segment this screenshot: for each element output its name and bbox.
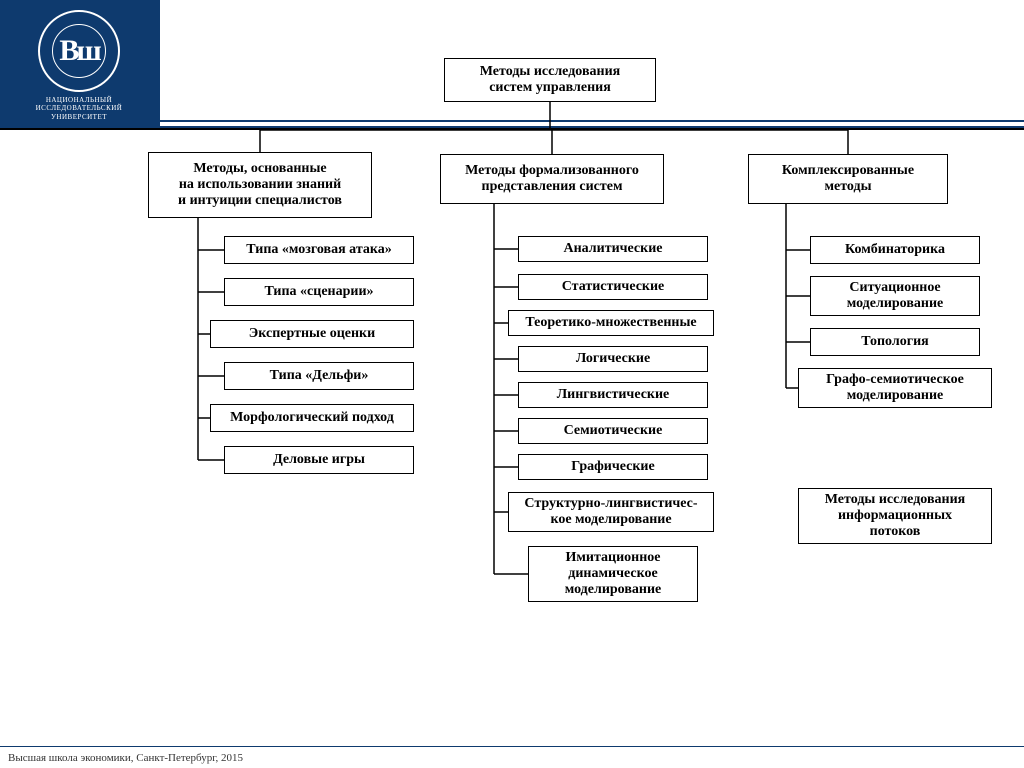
node-b3c4: Графо-семиотическоемоделирование xyxy=(798,368,992,408)
node-b2c5: Лингвистические xyxy=(518,382,708,408)
node-b2c8: Структурно-лингвистичес-кое моделировани… xyxy=(508,492,714,532)
footer-text: Высшая школа экономики, Санкт-Петербург,… xyxy=(8,752,243,764)
node-b3c1: Комбинаторика xyxy=(810,236,980,264)
node-b1c6: Деловые игры xyxy=(224,446,414,474)
node-b2c3: Теоретико-множественные xyxy=(508,310,714,336)
node-b1: Методы, основанныена использовании знани… xyxy=(148,152,372,218)
node-b3c3: Топология xyxy=(810,328,980,356)
node-b2c7: Графические xyxy=(518,454,708,480)
logo-subtitle-2: УНИВЕРСИТЕТ xyxy=(14,113,144,121)
hse-logo: Вш НАЦИОНАЛЬНЫЙ ИССЛЕДОВАТЕЛЬСКИЙ УНИВЕР… xyxy=(14,10,144,120)
node-root: Методы исследованиясистем управления xyxy=(444,58,656,102)
logo-subtitle-1: НАЦИОНАЛЬНЫЙ ИССЛЕДОВАТЕЛЬСКИЙ xyxy=(14,96,144,112)
logo-text: Вш xyxy=(52,24,106,78)
node-b3x: Методы исследованияинформационныхпотоков xyxy=(798,488,992,544)
logo-ring: Вш xyxy=(38,10,120,92)
node-b1c5: Морфологический подход xyxy=(210,404,414,432)
node-b3: Комплексированныеметоды xyxy=(748,154,948,204)
node-b2c1: Аналитические xyxy=(518,236,708,262)
node-b2c6: Семиотические xyxy=(518,418,708,444)
node-b1c3: Экспертные оценки xyxy=(210,320,414,348)
footer: Высшая школа экономики, Санкт-Петербург,… xyxy=(0,746,1024,768)
node-b1c2: Типа «сценарии» xyxy=(224,278,414,306)
node-b2c9: Имитационноединамическоемоделирование xyxy=(528,546,698,602)
node-b2: Методы формализованногопредставления сис… xyxy=(440,154,664,204)
node-b2c2: Статистические xyxy=(518,274,708,300)
node-b3c2: Ситуационноемоделирование xyxy=(810,276,980,316)
node-b1c4: Типа «Дельфи» xyxy=(224,362,414,390)
node-b2c4: Логические xyxy=(518,346,708,372)
node-b1c1: Типа «мозговая атака» xyxy=(224,236,414,264)
